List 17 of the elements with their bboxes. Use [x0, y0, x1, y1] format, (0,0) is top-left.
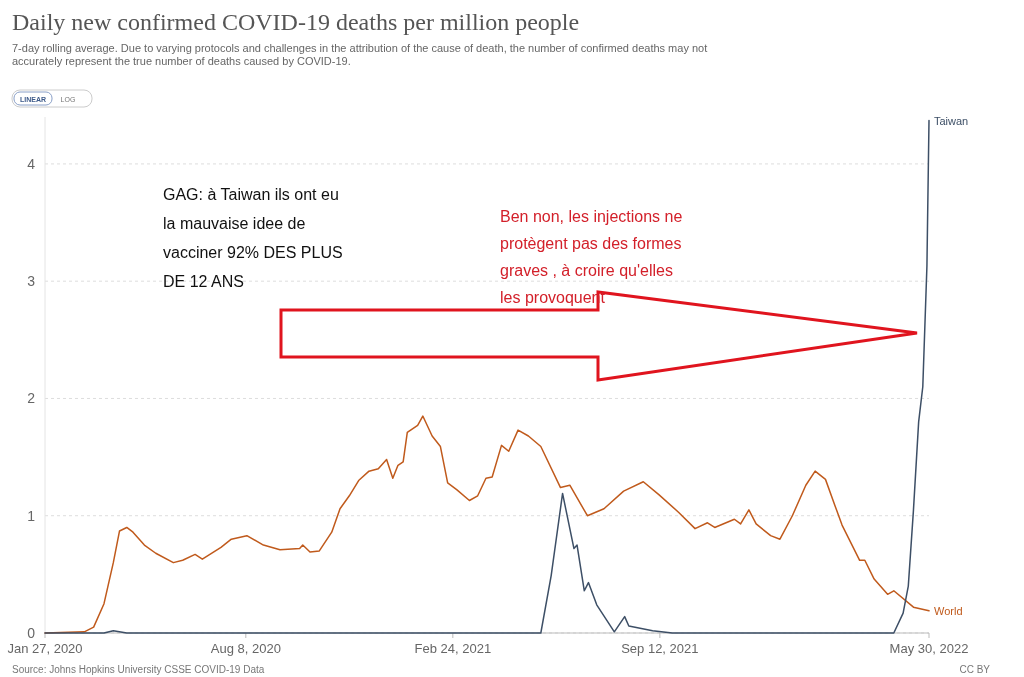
y-tick-label: 3: [27, 273, 36, 290]
x-tick-label: Jan 27, 2020: [7, 641, 83, 656]
source-note: Source: Johns Hopkins University CSSE COVID-19 Data: [12, 664, 265, 675]
text: CC BY: [959, 664, 991, 675]
x-tick-label: Sep 12, 2021: [621, 641, 699, 656]
x-tick-label: Aug 8, 2020: [210, 641, 281, 656]
y-tick-label: 4: [27, 155, 36, 172]
y-tick-label: 1: [27, 507, 36, 524]
annotation: GAG: à Taiwan ils ont eu la mauvaise idee de vacciner 92% DES PLUS DE 12 ANS: [163, 186, 343, 290]
x-tick-label: Feb 24, 2021: [414, 641, 492, 656]
series-label: World: [934, 604, 963, 617]
y-tick-label: 2: [27, 390, 36, 407]
x-tick-label: May 30, 2022: [889, 641, 969, 656]
series-label: Taiwan: [934, 114, 969, 127]
chart-title: Daily new confirmed COVID-19 deaths per million people: [12, 9, 580, 35]
y-tick-label: 0: [27, 624, 36, 641]
chart-subtitle: 7-day rolling average. Due to varying protocols and challenges in the attribution of the cause of death, the number of confirmed deaths may not accurately represent the true number of deaths caused by COVID-19.: [12, 42, 708, 67]
